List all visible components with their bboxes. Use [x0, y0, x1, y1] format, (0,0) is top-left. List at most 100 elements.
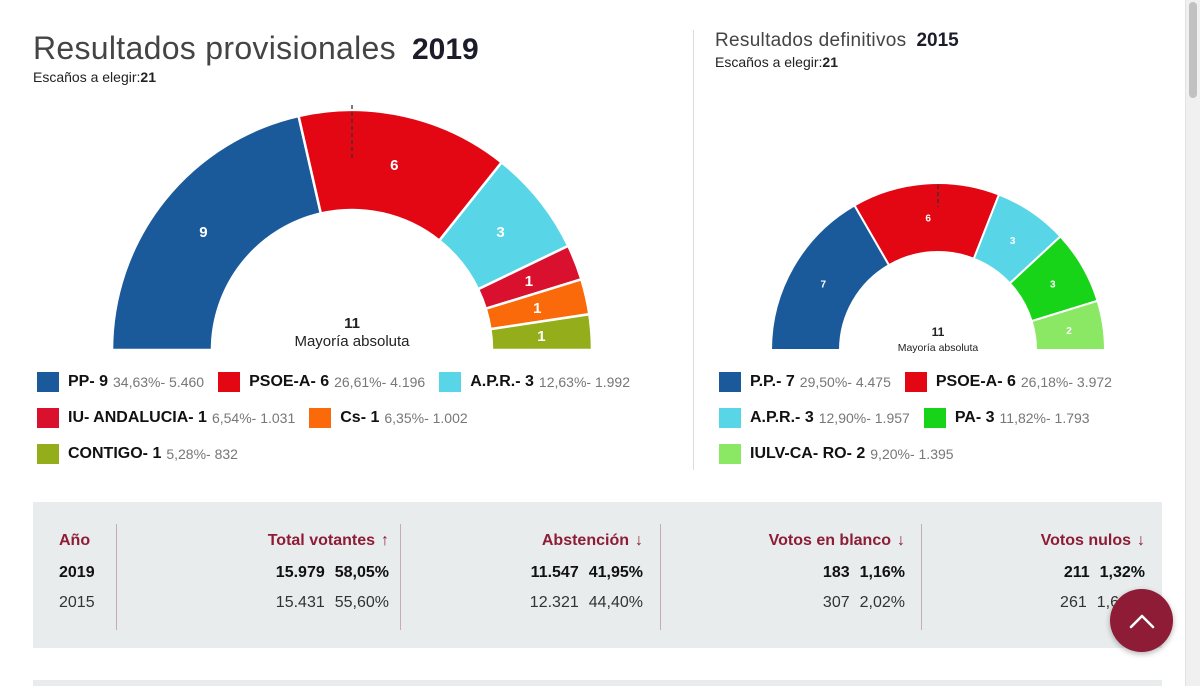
legend-stats: 9,20%- 1.395	[870, 446, 954, 462]
cell-null-p: 1,32%	[1099, 564, 1145, 581]
legend-swatch	[309, 408, 332, 428]
seat-count-label: 1	[533, 300, 541, 317]
header-year[interactable]: Año	[59, 532, 91, 549]
title-2015: Resultados definitivos 2015	[715, 30, 1175, 52]
legend-party: CONTIGO- 1	[68, 445, 162, 462]
chart-2015-svg: 7 6 3 3 2 11 Mayoría absoluta	[769, 182, 1107, 354]
legend-stats: 29,50%- 4.475	[799, 374, 891, 390]
cell-null-n: 261	[1060, 594, 1087, 611]
legend-item-psoe-2015[interactable]: PSOE-A- 6 26,18%- 3.972	[904, 372, 1112, 392]
legend-party: A.P.R.- 3	[470, 373, 534, 390]
legend-party: PP- 9	[68, 373, 109, 390]
sort-down-icon[interactable]: ↓	[897, 532, 905, 549]
legend-item-contigo-2019[interactable]: CONTIGO- 1 5,28%- 832	[37, 444, 238, 464]
results-2015-panel: Resultados definitivos 2015 Escaños a el…	[715, 30, 1175, 480]
cell-null-2015: 261 1,6	[933, 588, 1145, 618]
col-abstention: Abstención ↓ 11.547 41,95% 12.321 44,40%	[413, 524, 643, 632]
scrollbar-thumb[interactable]	[1189, 2, 1197, 98]
seat-count-label: 2	[1066, 326, 1072, 337]
legend-party: PSOE-A- 6	[249, 373, 330, 390]
cell-abst-2015: 12.321 44,40%	[413, 588, 643, 618]
legend-party: A.P.R.- 3	[750, 409, 814, 426]
sort-up-icon[interactable]: ↑	[381, 532, 389, 549]
turnout-table: Año 2019 2015 Total votantes ↑ 15.979 58,0…	[33, 502, 1162, 648]
seat-count-label: 7	[820, 279, 826, 290]
legend-stats: 5,28%- 832	[166, 446, 238, 462]
legend-2019: PP- 9 34,63%- 5.460 PSOE-A- 6 26,61%- 4.…	[37, 364, 644, 472]
seat-slice-pp[interactable]	[110, 114, 323, 352]
header-blank[interactable]: Votos en blanco ↓	[673, 524, 905, 558]
seat-count-label: 1	[525, 273, 533, 290]
seat-count-label: 3	[1010, 236, 1016, 247]
cell-abst-2019: 11.547 41,95%	[413, 558, 643, 588]
legend-item-pp-2015[interactable]: P.P.- 7 29,50%- 4.475	[719, 372, 891, 392]
cell-blank-2019: 183 1,16%	[673, 558, 905, 588]
column-separator	[400, 524, 401, 630]
legend-stats: 34,63%- 5.460	[113, 374, 205, 390]
cell-voters-n: 15.979	[275, 564, 325, 581]
title-2015-year: 2015	[916, 30, 959, 51]
column-separator	[660, 524, 661, 630]
legend-stats: 6,54%- 1.031	[211, 410, 296, 426]
next-section-bar	[33, 680, 1162, 686]
cell-abst-n: 12.321	[529, 594, 579, 611]
cell-blank-p: 1,16%	[859, 564, 905, 581]
col-voters: Total votantes ↑ 15.979 58,05% 15.431 55,60…	[133, 524, 389, 632]
legend-item-pa-2015[interactable]: PA- 3 11,82%- 1.793	[923, 408, 1090, 428]
chart-2019: 9 6 3 1 1 1 11 Mayoría absoluta	[100, 85, 610, 355]
seats-2019-label: Escaños a elegir:	[33, 69, 141, 85]
seats-2019-value: 21	[140, 69, 156, 85]
legend-stats: 11,82%- 1.793	[999, 410, 1090, 426]
legend-item-apr-2019[interactable]: A.P.R.- 3 12,63%- 1.992	[439, 372, 630, 392]
cell-null-2019: 211 1,32%	[933, 558, 1145, 588]
header-abstention[interactable]: Abstención ↓	[413, 524, 643, 558]
title-2015-label: Resultados definitivos	[715, 30, 907, 51]
cell-abst-p: 44,40%	[588, 594, 643, 611]
majority-label: Mayoría absoluta	[898, 342, 979, 354]
scroll-to-top-button[interactable]	[1110, 589, 1173, 652]
legend-party: IU- ANDALUCIA- 1	[68, 409, 207, 426]
cell-blank-2015: 307 2,02%	[673, 588, 905, 618]
seat-slice-iulv-ca-ro[interactable]	[1030, 299, 1107, 351]
page-scrollbar[interactable]	[1185, 0, 1200, 686]
legend-swatch	[719, 372, 741, 392]
legend-stats: 12,63%- 1.992	[538, 374, 630, 390]
legend-party: P.P.- 7	[750, 373, 795, 390]
header-voters[interactable]: Total votantes ↑	[133, 524, 389, 558]
legend-swatch	[37, 372, 59, 392]
cell-year-2019: 2019	[59, 564, 95, 581]
legend-item-cs-2019[interactable]: Cs- 1 6,35%- 1.002	[309, 408, 468, 428]
title-2019-year: 2019	[411, 33, 479, 66]
seat-slice-contigo[interactable]	[489, 312, 594, 352]
col-null: Votos nulos ↓ 211 1,32% 261 1,6	[933, 524, 1145, 632]
title-2019-label: Resultados provisionales	[33, 30, 396, 66]
seat-count-label: 3	[496, 224, 504, 241]
legend-party: Cs- 1	[340, 409, 380, 426]
sort-down-icon[interactable]: ↓	[1137, 532, 1145, 549]
cell-blank-n: 307	[822, 594, 850, 611]
cell-null-n: 211	[1063, 564, 1090, 581]
legend-swatch	[719, 444, 741, 464]
cell-year-2015: 2015	[59, 594, 95, 611]
cell-voters-2015: 15.431 55,60%	[133, 588, 389, 618]
legend-item-iu-2019[interactable]: IU- ANDALUCIA- 1 6,54%- 1.031	[37, 408, 295, 428]
seats-2015: Escaños a elegir:21	[715, 54, 1175, 70]
legend-swatch	[37, 408, 59, 428]
legend-2015: P.P.- 7 29,50%- 4.475 PSOE-A- 6 26,18%- …	[719, 364, 1126, 472]
legend-item-apr-2015[interactable]: A.P.R.- 3 12,90%- 1.957	[719, 408, 910, 428]
legend-swatch	[923, 408, 946, 428]
legend-party: PA- 3	[954, 409, 995, 426]
legend-item-iulv-2015[interactable]: IULV-CA- RO- 2 9,20%- 1.395	[719, 444, 954, 464]
column-separator	[921, 524, 922, 630]
results-2019-panel: Resultados provisionales 2019 Escaños a …	[33, 30, 673, 480]
legend-swatch	[218, 372, 241, 392]
sort-down-icon[interactable]: ↓	[635, 532, 643, 549]
header-null[interactable]: Votos nulos ↓	[933, 524, 1145, 558]
cell-voters-p: 55,60%	[334, 594, 389, 611]
legend-swatch	[904, 372, 927, 392]
legend-item-pp-2019[interactable]: PP- 9 34,63%- 5.460	[37, 372, 204, 392]
cell-abst-p: 41,95%	[588, 564, 643, 581]
majority-number: 11	[344, 315, 360, 332]
cell-voters-p: 58,05%	[334, 564, 389, 581]
legend-item-psoe-2019[interactable]: PSOE-A- 6 26,61%- 4.196	[218, 372, 425, 392]
